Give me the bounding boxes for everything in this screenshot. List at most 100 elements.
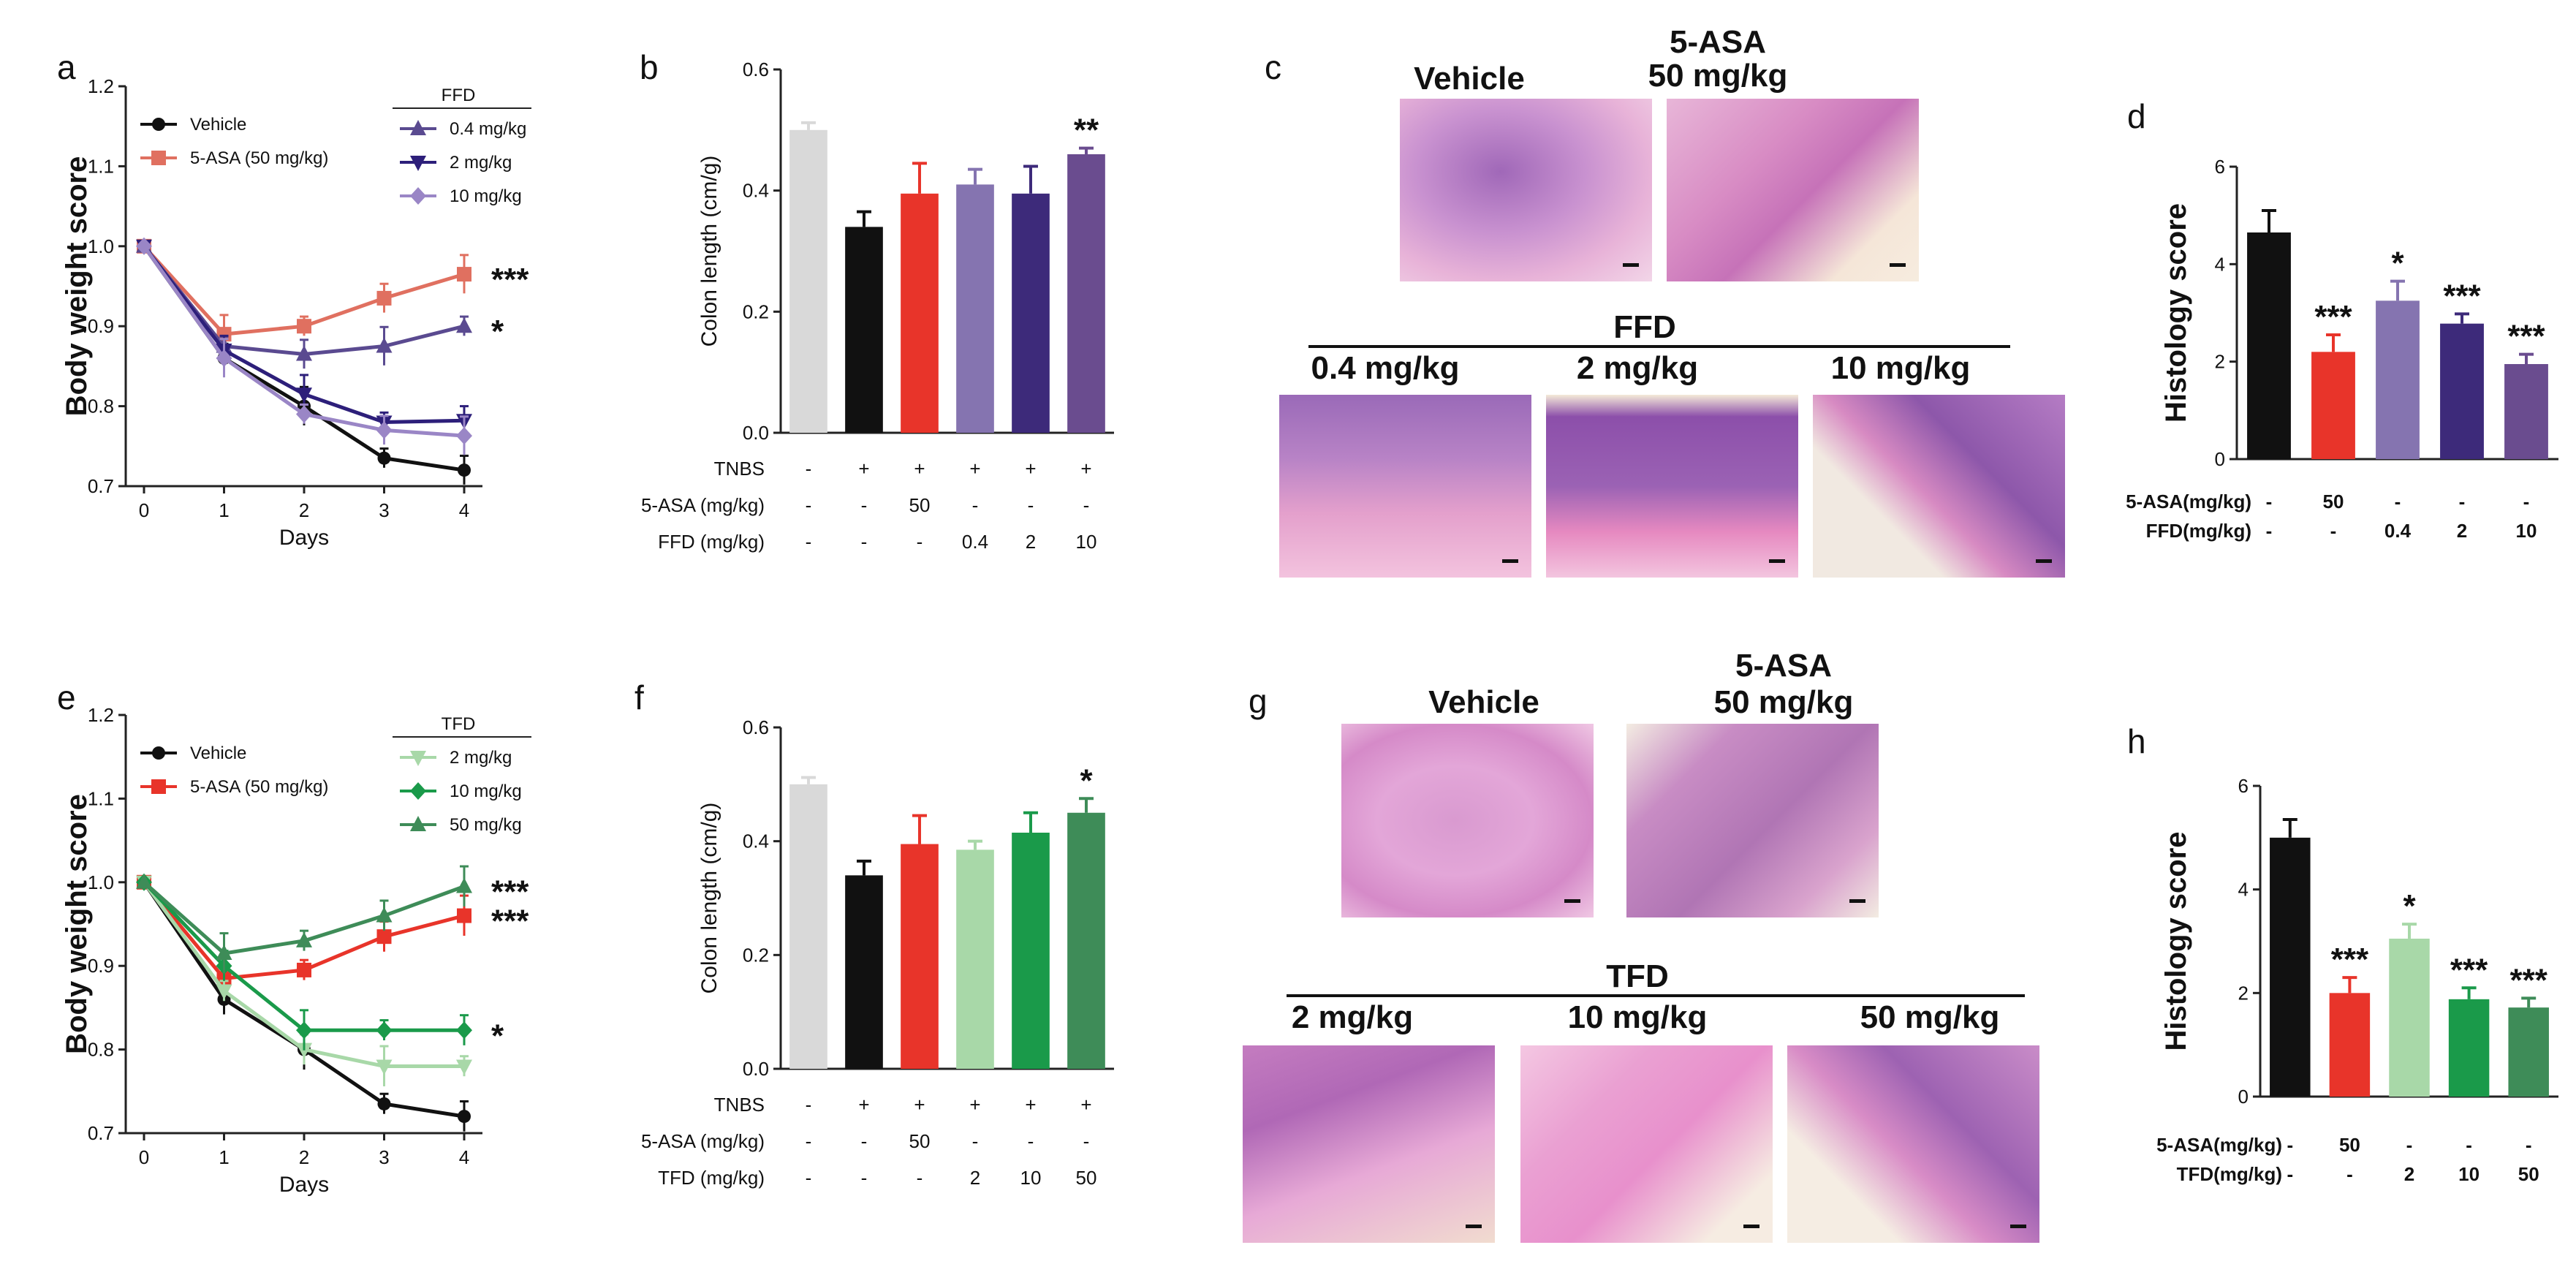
y-tick-label: 0.9 [88,955,114,977]
bar [1067,154,1105,433]
condition-cell: - [861,1167,868,1189]
x-tick-label: 1 [219,1146,229,1168]
condition-label: TNBS [714,1094,765,1116]
condition-cell: 50 [2339,1134,2360,1156]
micrograph-c-dose1 [1279,395,1531,578]
y-tick-label: 0.4 [743,830,769,852]
condition-cell: - [917,531,923,553]
condition-label: FFD(mg/kg) [2146,520,2251,542]
y-tick-label: .0.9 [83,315,114,337]
label-asa-g-2: 50 mg/kg [1714,684,1854,720]
y-tick-label: 1.1 [88,787,114,809]
data-point [456,427,472,445]
panel-label: d [2127,97,2146,135]
scale-bar [1564,899,1580,903]
condition-cell: - [2287,1134,2293,1156]
panel-label: b [640,48,659,86]
data-point [297,962,311,977]
data-point [216,327,232,342]
legend-entry: 0.4 mg/kg [450,119,526,139]
bar [2247,232,2291,459]
bar [789,784,827,1069]
bar [1067,812,1105,1069]
data-point [216,945,232,961]
legend-entry: Vehicle [190,115,246,135]
condition-cell: 50 [909,1130,931,1152]
data-point [296,1042,312,1059]
condition-cell: 0.4 [962,531,988,553]
significance-star: *** [491,904,529,939]
panel-h: h 0 2 4 6 Histology score *** * *** *** 5-ASA(mg/k… [2091,629,2576,1260]
y-tick-label: 0.8 [88,1039,114,1061]
condition-cell: 50 [2518,1163,2539,1185]
micrograph-g-asa [1626,724,1879,917]
condition-cell: + [914,1094,925,1116]
condition-cell: + [858,458,869,480]
micrograph-c-vehicle [1400,99,1652,281]
condition-cell: 2 [2404,1163,2414,1185]
condition-cell: - [861,494,868,516]
condition-cell: - [972,494,979,516]
legend-marker [152,118,165,131]
condition-cell: 0.4 [2384,520,2412,542]
scale-bar [1743,1225,1759,1228]
significance-star: *** [2314,299,2352,335]
condition-label: TFD (mg/kg) [658,1167,765,1189]
condition-label: 5-ASA(mg/kg) [2156,1134,2282,1156]
panel-g-labels: g Vehicle 5-ASA 50 mg/kg TFD 2 mg/kg 10 … [1249,648,2025,1035]
significance-star: * [491,1018,504,1053]
significance-star: ** [1074,113,1099,148]
y-tick-label: 0.4 [743,180,769,202]
condition-cell: + [1080,458,1091,480]
y-tick-label: 0.2 [743,944,769,966]
y-tick-label: 1.0 [88,235,114,257]
condition-cell: 2 [970,1167,980,1189]
bar [2508,1007,2549,1097]
significance-star: *** [2450,952,2488,988]
panel-g: g Vehicle 5-ASA 50 mg/kg TFD 2 mg/kg 10 … [1228,629,2039,1260]
condition-cell: - [2266,520,2273,542]
chart-a: a 0.7 0.8 .0.9 1.0 1.1 1.2 0 1 2 3 4 Days Body weight… [57,48,531,550]
micrograph-g-dose2 [1520,1045,1773,1243]
condition-cell: - [861,531,868,553]
label-group-c: FFD [1613,309,1676,345]
data-point [376,1059,393,1075]
label-vehicle-c: Vehicle [1414,61,1525,96]
legend-marker [410,816,426,831]
condition-label: TFD(mg/kg) [2177,1163,2282,1185]
x-tick-label: 3 [379,499,389,521]
panel-e: e 0.7 0.8 0.9 1.0 1.1 1.2 0 1 2 3 4 Days Body weight … [0,629,599,1260]
micrograph-g-dose1 [1243,1045,1495,1243]
data-point [376,907,393,923]
significance-star: *** [2507,319,2545,355]
legend-group-title: TFD [442,714,476,734]
condition-cell: - [2526,1134,2532,1156]
data-point [296,405,312,423]
data-point [297,319,311,334]
data-point [456,1059,472,1075]
bar [901,844,939,1069]
data-point [136,873,152,889]
micrograph-g-dose3 [1787,1045,2039,1243]
y-tick-label: 0.0 [743,422,769,444]
x-tick-label: 0 [139,1146,149,1168]
panel-f: f 0.0 0.2 0.4 0.6 Colon length (cm/g) * TNBS - + +… [599,629,1126,1260]
data-point [377,451,391,465]
significance-star: *** [2331,942,2369,977]
significance-star: *** [2510,962,2548,998]
y-tick-label: 6 [2238,775,2249,797]
bar [2389,938,2430,1097]
data-point [216,349,232,367]
y-axis-label: Histology score [2160,831,2192,1051]
y-tick-label: 1.1 [88,155,114,177]
scale-bar [2036,559,2052,563]
y-tick-label: 2 [2238,982,2249,1004]
condition-cell: + [1025,1094,1036,1116]
data-point [458,463,471,477]
legend-marker [410,187,426,205]
x-axis-label: Days [279,526,329,550]
condition-cell: - [806,531,812,553]
condition-cell: - [2330,520,2337,542]
condition-cell: - [806,1130,812,1152]
micrograph-c-dose3 [1813,395,2065,578]
